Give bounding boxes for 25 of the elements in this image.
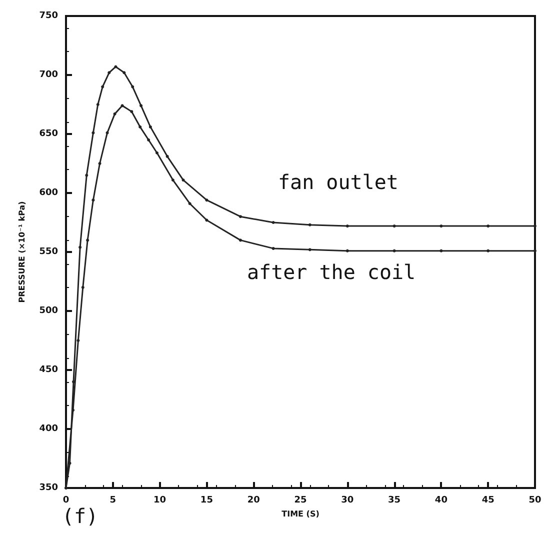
y-tick-label: 600: [39, 188, 58, 198]
x-tick-label: 15: [200, 496, 213, 506]
x-tick-label: 5: [110, 496, 116, 506]
x-tick-label: 20: [247, 496, 260, 506]
y-axis-title: PRESSURE (×10⁻¹ kPa): [18, 201, 26, 303]
y-tick-label: 750: [39, 11, 58, 21]
x-tick-label: 10: [154, 496, 166, 506]
x-tick-label: 35: [388, 496, 401, 506]
x-tick-label: 40: [434, 496, 448, 506]
x-tick-label: 50: [528, 496, 542, 506]
y-tick-label: 700: [39, 70, 58, 80]
text: (f): [62, 504, 98, 528]
annotation: fan outlet: [278, 170, 398, 194]
y-tick-label: 550: [39, 247, 58, 257]
x-axis-title: TIME (S): [282, 509, 320, 518]
y-tick-label: 500: [39, 306, 58, 316]
y-tick-label: 650: [39, 129, 58, 139]
x-tick-label: 30: [341, 496, 354, 506]
x-tick-label: 25: [294, 496, 307, 506]
y-tick-label: 400: [39, 424, 58, 434]
y-tick-label: 450: [39, 365, 58, 375]
annotation: after the coil: [247, 260, 416, 284]
x-tick-label: 0: [62, 496, 70, 506]
y-tick-label: 350: [39, 483, 58, 493]
x-tick-label: 45: [482, 496, 494, 506]
